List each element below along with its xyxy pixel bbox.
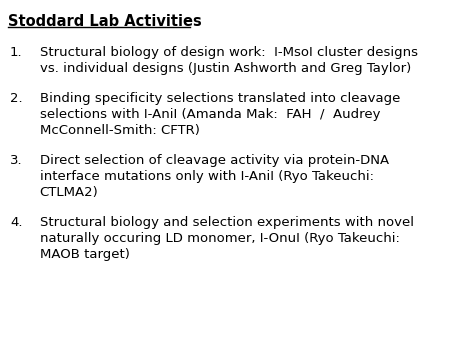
Text: 1.: 1. bbox=[10, 46, 22, 58]
Text: Stoddard Lab Activities: Stoddard Lab Activities bbox=[8, 14, 202, 29]
Text: 3.: 3. bbox=[10, 154, 22, 167]
Text: 4.: 4. bbox=[10, 216, 22, 229]
Text: Direct selection of cleavage activity via protein-DNA: Direct selection of cleavage activity vi… bbox=[40, 154, 389, 167]
Text: selections with I-AniI (Amanda Mak:  FAH  /  Audrey: selections with I-AniI (Amanda Mak: FAH … bbox=[40, 108, 380, 121]
Text: Binding specificity selections translated into cleavage: Binding specificity selections translate… bbox=[40, 92, 400, 104]
Text: naturally occuring LD monomer, I-OnuI (Ryo Takeuchi:: naturally occuring LD monomer, I-OnuI (R… bbox=[40, 232, 400, 245]
Text: Structural biology and selection experiments with novel: Structural biology and selection experim… bbox=[40, 216, 414, 229]
Text: CTLMA2): CTLMA2) bbox=[40, 186, 99, 199]
Text: Structural biology of design work:  I-MsoI cluster designs: Structural biology of design work: I-Mso… bbox=[40, 46, 418, 58]
Text: MAOB target): MAOB target) bbox=[40, 248, 130, 261]
Text: interface mutations only with I-AniI (Ryo Takeuchi:: interface mutations only with I-AniI (Ry… bbox=[40, 170, 374, 183]
Text: McConnell-Smith: CFTR): McConnell-Smith: CFTR) bbox=[40, 124, 199, 137]
Text: vs. individual designs (Justin Ashworth and Greg Taylor): vs. individual designs (Justin Ashworth … bbox=[40, 62, 411, 75]
Text: 2.: 2. bbox=[10, 92, 22, 104]
